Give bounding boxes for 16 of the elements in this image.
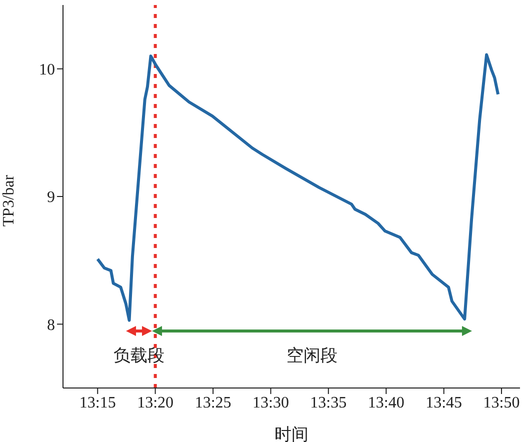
y-tick-label: 8 [47, 316, 55, 334]
x-tick-label: 13:20 [137, 394, 174, 412]
x-tick-label: 13:45 [426, 394, 462, 412]
annotation: 空闲段 [286, 346, 338, 365]
x-tick-label: 13:50 [483, 394, 520, 412]
x-tick-label: 13:35 [310, 394, 347, 412]
y-tick-label: 10 [39, 62, 55, 79]
y-tick-label: 9 [47, 189, 55, 206]
annotation: 负载段 [114, 346, 164, 365]
x-tick-label: 13:25 [194, 394, 232, 412]
x-tick-label: 13:15 [79, 394, 116, 412]
y-axis-title: TP3/bar [0, 174, 18, 226]
x-tick-label: 13:30 [252, 394, 289, 412]
x-axis-title: 时间 [274, 425, 308, 442]
line-series [96, 53, 500, 322]
x-tick-label: 13:40 [368, 394, 404, 412]
